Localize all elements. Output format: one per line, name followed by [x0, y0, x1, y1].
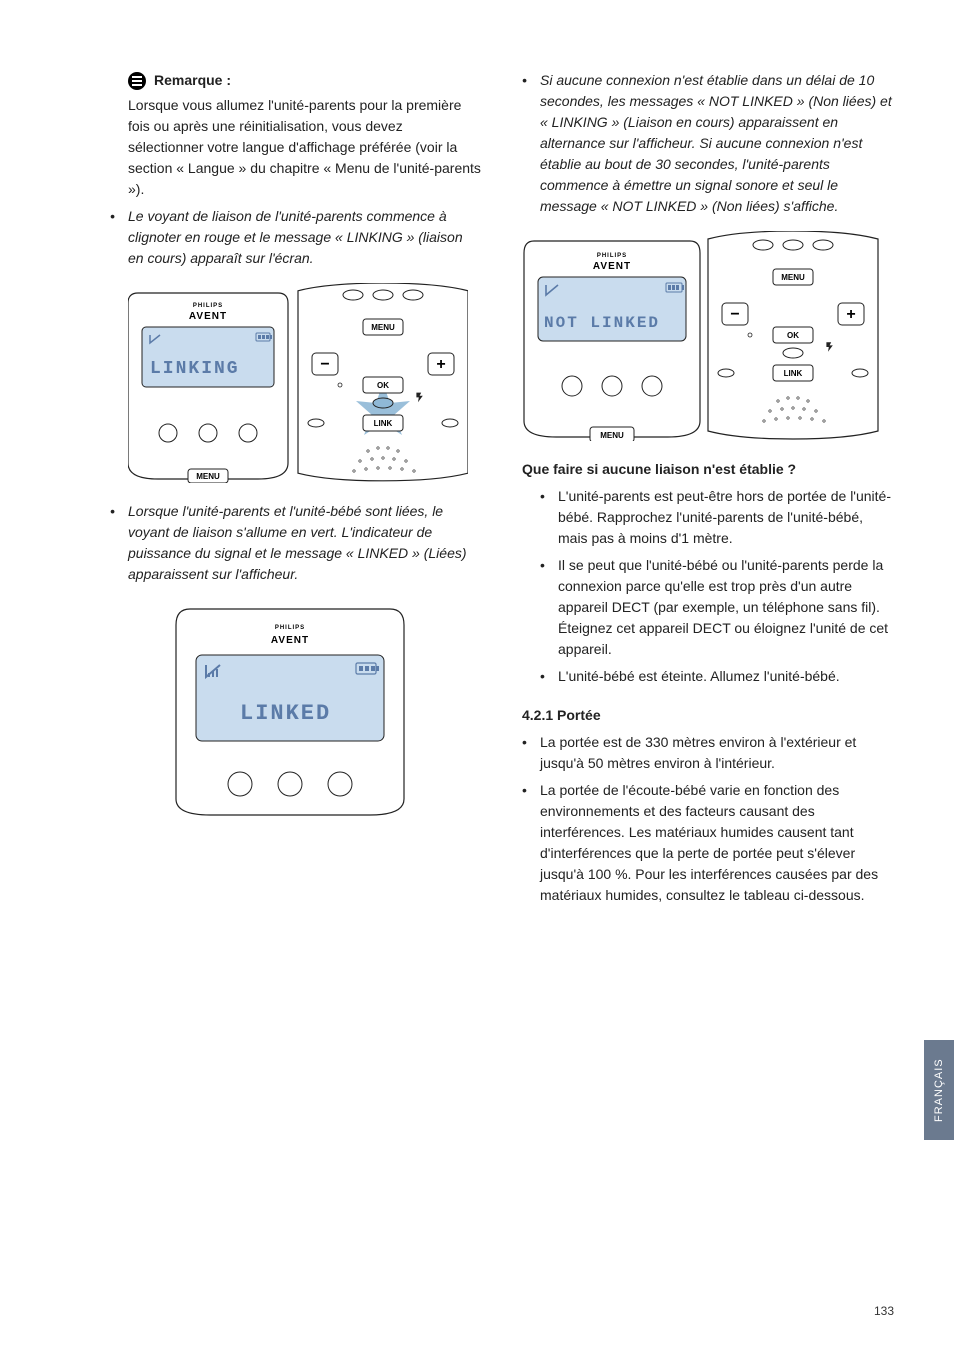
brand-text: PHILIPS — [275, 625, 305, 631]
plus-btn: + — [436, 356, 445, 373]
section-bullet: La portée est de 330 mètres environ à l'… — [522, 732, 894, 774]
subheading: Que faire si aucune liaison n'est établi… — [522, 459, 894, 480]
lcd-text: LINKED — [240, 701, 331, 726]
figure-notlinked: PHILIPS AVENT NOT LINKED MENU — [522, 231, 894, 441]
left-bullets-2: Lorsque l'unité-parents et l'unité-bébé … — [110, 501, 482, 585]
right-top-bullets: Si aucune connexion n'est établie dans u… — [522, 70, 894, 217]
menu-btn: MENU — [781, 273, 805, 282]
right-column: Si aucune connexion n'est établie dans u… — [522, 70, 894, 912]
lcd-text: LINKING — [150, 359, 240, 379]
section-heading: 4.2.1 Portée — [522, 705, 894, 726]
lcd-text: NOT LINKED — [544, 314, 660, 332]
ok-btn: OK — [377, 381, 389, 390]
brand-text: PHILIPS — [193, 303, 223, 309]
minus-btn: − — [730, 306, 739, 323]
sub-bullets: L'unité-parents est peut-être hors de po… — [522, 486, 894, 687]
note-body: Lorsque vous allumez l'unité-parents pou… — [128, 95, 482, 200]
section-bullets: La portée est de 330 mètres environ à l'… — [522, 732, 894, 906]
link-btn: LINK — [784, 369, 803, 378]
figure-linking: PHILIPS AVENT LINKING MENU — [128, 283, 482, 483]
sub-bullet: L'unité-parents est peut-être hors de po… — [540, 486, 894, 549]
plus-btn: + — [846, 306, 855, 323]
section-bullet: La portée de l'écoute-bébé varie en fonc… — [522, 780, 894, 906]
right-bullet-top: Si aucune connexion n'est établie dans u… — [522, 70, 894, 217]
sub-bullet: L'unité-bébé est éteinte. Allumez l'unit… — [540, 666, 894, 687]
brand-text: AVENT — [271, 635, 309, 646]
left-bullets: Le voyant de liaison de l'unité-parents … — [110, 206, 482, 269]
menu-btn: MENU — [196, 472, 220, 481]
note-header: Remarque : — [128, 70, 482, 91]
note-icon — [128, 72, 146, 90]
brand-text: PHILIPS — [597, 253, 627, 259]
minus-btn: − — [320, 356, 329, 373]
menu-btn: MENU — [371, 323, 395, 332]
left-bullet-1: Le voyant de liaison de l'unité-parents … — [110, 206, 482, 269]
menu-btn: MENU — [600, 431, 624, 440]
brand-text: AVENT — [593, 261, 631, 272]
brand-text: AVENT — [189, 311, 227, 322]
language-tab: FRANÇAIS — [924, 1040, 954, 1140]
left-bullet-2: Lorsque l'unité-parents et l'unité-bébé … — [110, 501, 482, 585]
note-title: Remarque : — [154, 70, 231, 91]
ok-btn: OK — [787, 331, 799, 340]
page-number: 133 — [874, 1302, 894, 1320]
left-column: Remarque : Lorsque vous allumez l'unité-… — [110, 70, 482, 912]
sub-bullet: Il se peut que l'unité-bébé ou l'unité-p… — [540, 555, 894, 660]
figure-linked: PHILIPS AVENT LINKED — [170, 599, 482, 819]
link-btn: LINK — [374, 419, 393, 428]
